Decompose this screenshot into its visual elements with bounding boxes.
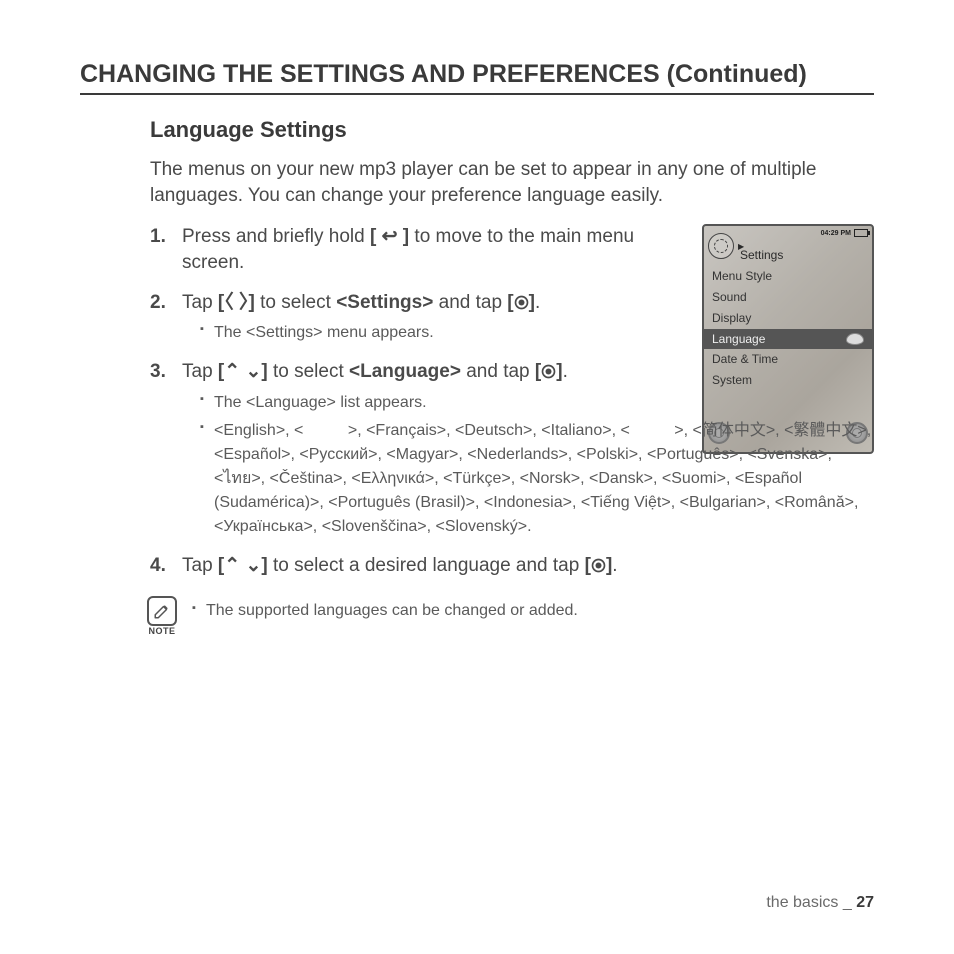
select-circle-icon: [591, 558, 606, 573]
step-4: 4. Tap [⌃ ⌄] to select a desired languag…: [150, 553, 874, 579]
step-body: Tap [〈 〉] to select <Settings> and tap […: [182, 290, 692, 316]
note-label: NOTE: [144, 626, 180, 636]
step-text: and tap: [461, 361, 535, 382]
page-title: CHANGING THE SETTINGS AND PREFERENCES (C…: [80, 60, 874, 95]
step-text: and tap: [433, 292, 507, 313]
step-sublist: The <Language> list appears. <English>, …: [182, 391, 874, 539]
up-down-button-icon: [⌃ ⌄]: [218, 361, 268, 382]
content-area: Language Settings The menus on your new …: [80, 117, 874, 636]
step-text: to select a desired language and tap: [268, 555, 585, 576]
step-text: Tap: [182, 292, 218, 313]
step-2: 2. Tap [〈 〉] to select <Settings> and ta…: [150, 290, 874, 346]
step-sublist: The <Settings> menu appears.: [182, 321, 874, 345]
steps-wrapper: ▶ 04:29 PM Settings Menu Style Sound Dis…: [150, 224, 874, 578]
step-subitem: The <Settings> menu appears.: [200, 321, 874, 345]
step-body: Tap [⌃ ⌄] to select a desired language a…: [182, 553, 874, 579]
step-number: 2.: [150, 290, 166, 316]
step-text: to select: [255, 292, 336, 313]
note-block: NOTE The supported languages can be chan…: [150, 596, 874, 636]
step-1: 1. Press and briefly hold [ ↩ ] to move …: [150, 224, 874, 275]
up-down-button-icon: [⌃ ⌄]: [218, 555, 268, 576]
step-3: 3. Tap [⌃ ⌄] to select <Language> and ta…: [150, 359, 874, 539]
page-number: 27: [856, 894, 874, 911]
footer-separator: _: [843, 894, 852, 911]
step-number: 1.: [150, 224, 166, 250]
step-text: Tap: [182, 361, 218, 382]
select-circle-icon: [541, 364, 556, 379]
page-footer: the basics _ 27: [766, 894, 874, 912]
note-icon: [147, 596, 177, 626]
select-button-icon: []: [585, 555, 613, 576]
language-list: <English>, < >, <Français>, <Deutsch>, <…: [200, 419, 874, 539]
step-target: <Language>: [349, 361, 461, 382]
step-target: <Settings>: [336, 292, 433, 313]
step-text: .: [535, 292, 540, 313]
step-body: Press and briefly hold [ ↩ ] to move to …: [182, 224, 692, 275]
step-text: Tap: [182, 555, 218, 576]
pencil-icon: [153, 602, 171, 620]
select-button-icon: []: [507, 292, 535, 313]
note-icon-wrapper: NOTE: [144, 596, 180, 636]
footer-section: the basics: [766, 894, 838, 911]
select-button-icon: []: [535, 361, 563, 382]
step-text: to select: [268, 361, 349, 382]
step-number: 4.: [150, 553, 166, 579]
section-heading: Language Settings: [150, 117, 874, 143]
note-text: The supported languages can be changed o…: [192, 596, 578, 620]
intro-paragraph: The menus on your new mp3 player can be …: [150, 157, 874, 208]
back-button-icon: [ ↩ ]: [370, 226, 409, 247]
left-right-button-icon: [〈 〉]: [218, 292, 255, 313]
step-body: Tap [⌃ ⌄] to select <Language> and tap […: [182, 359, 692, 385]
step-text: .: [612, 555, 617, 576]
select-circle-icon: [514, 295, 529, 310]
step-text: .: [563, 361, 568, 382]
step-number: 3.: [150, 359, 166, 385]
step-text: Press and briefly hold: [182, 226, 370, 247]
step-subitem: The <Language> list appears.: [200, 391, 874, 415]
